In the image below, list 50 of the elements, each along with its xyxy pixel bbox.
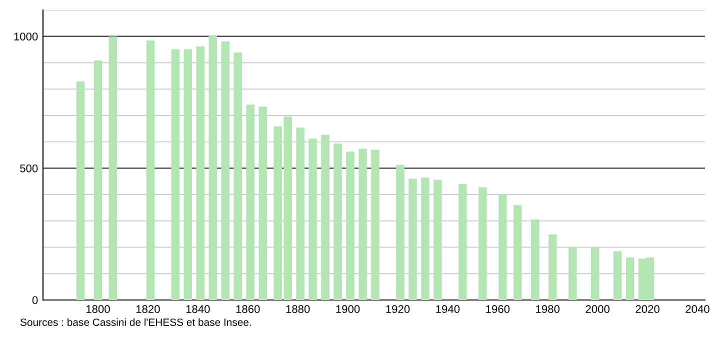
- bar: [478, 187, 487, 300]
- bar: [208, 35, 217, 300]
- x-tick-label: 1980: [536, 305, 560, 314]
- bar: [421, 178, 430, 300]
- bar: [568, 248, 577, 300]
- bar: [146, 40, 155, 300]
- bar: [514, 205, 522, 300]
- x-tick-label: 2020: [636, 305, 660, 314]
- x-tick-label: 1840: [186, 305, 210, 314]
- bar: [590, 248, 600, 300]
- y-tick-label: 1000: [14, 32, 38, 40]
- bar: [221, 41, 230, 300]
- y-tick-label: 0: [32, 296, 38, 304]
- x-tick-label: 1900: [336, 305, 360, 314]
- bar: [408, 178, 417, 300]
- bar: [296, 128, 304, 300]
- bar: [346, 152, 354, 300]
- bar: [171, 49, 180, 300]
- bar: [334, 144, 342, 300]
- bar: [246, 104, 254, 300]
- bar: [234, 52, 242, 300]
- bar: [458, 184, 467, 300]
- bar: [531, 219, 540, 300]
- x-tick-label: 1820: [136, 305, 160, 314]
- bar: [321, 134, 330, 300]
- x-tick-label: 1860: [236, 305, 260, 314]
- x-tick-label: 1940: [436, 305, 460, 314]
- x-tick-label: 2040: [686, 305, 710, 314]
- bar: [76, 81, 85, 300]
- source-note: Sources : base Cassini de l'EHESS et base Insee.: [20, 318, 251, 326]
- bar: [498, 194, 507, 300]
- bar: [371, 150, 380, 300]
- bar: [613, 251, 622, 300]
- bar: [548, 234, 557, 300]
- bar: [94, 60, 102, 300]
- bar: [258, 106, 267, 300]
- bar: [184, 49, 192, 300]
- bar: [196, 46, 205, 300]
- x-tick-label: 1800: [86, 305, 110, 314]
- y-tick-label: 500: [20, 164, 38, 172]
- bar: [308, 138, 317, 300]
- x-tick-label: 1960: [486, 305, 510, 314]
- bar: [358, 148, 367, 300]
- x-tick-label: 1920: [386, 305, 410, 314]
- bar: [434, 180, 442, 300]
- x-tick-label: 1880: [286, 305, 310, 314]
- bar: [396, 164, 404, 300]
- bar: [108, 36, 118, 300]
- bar: [626, 258, 634, 300]
- x-tick-label: 2000: [586, 305, 610, 314]
